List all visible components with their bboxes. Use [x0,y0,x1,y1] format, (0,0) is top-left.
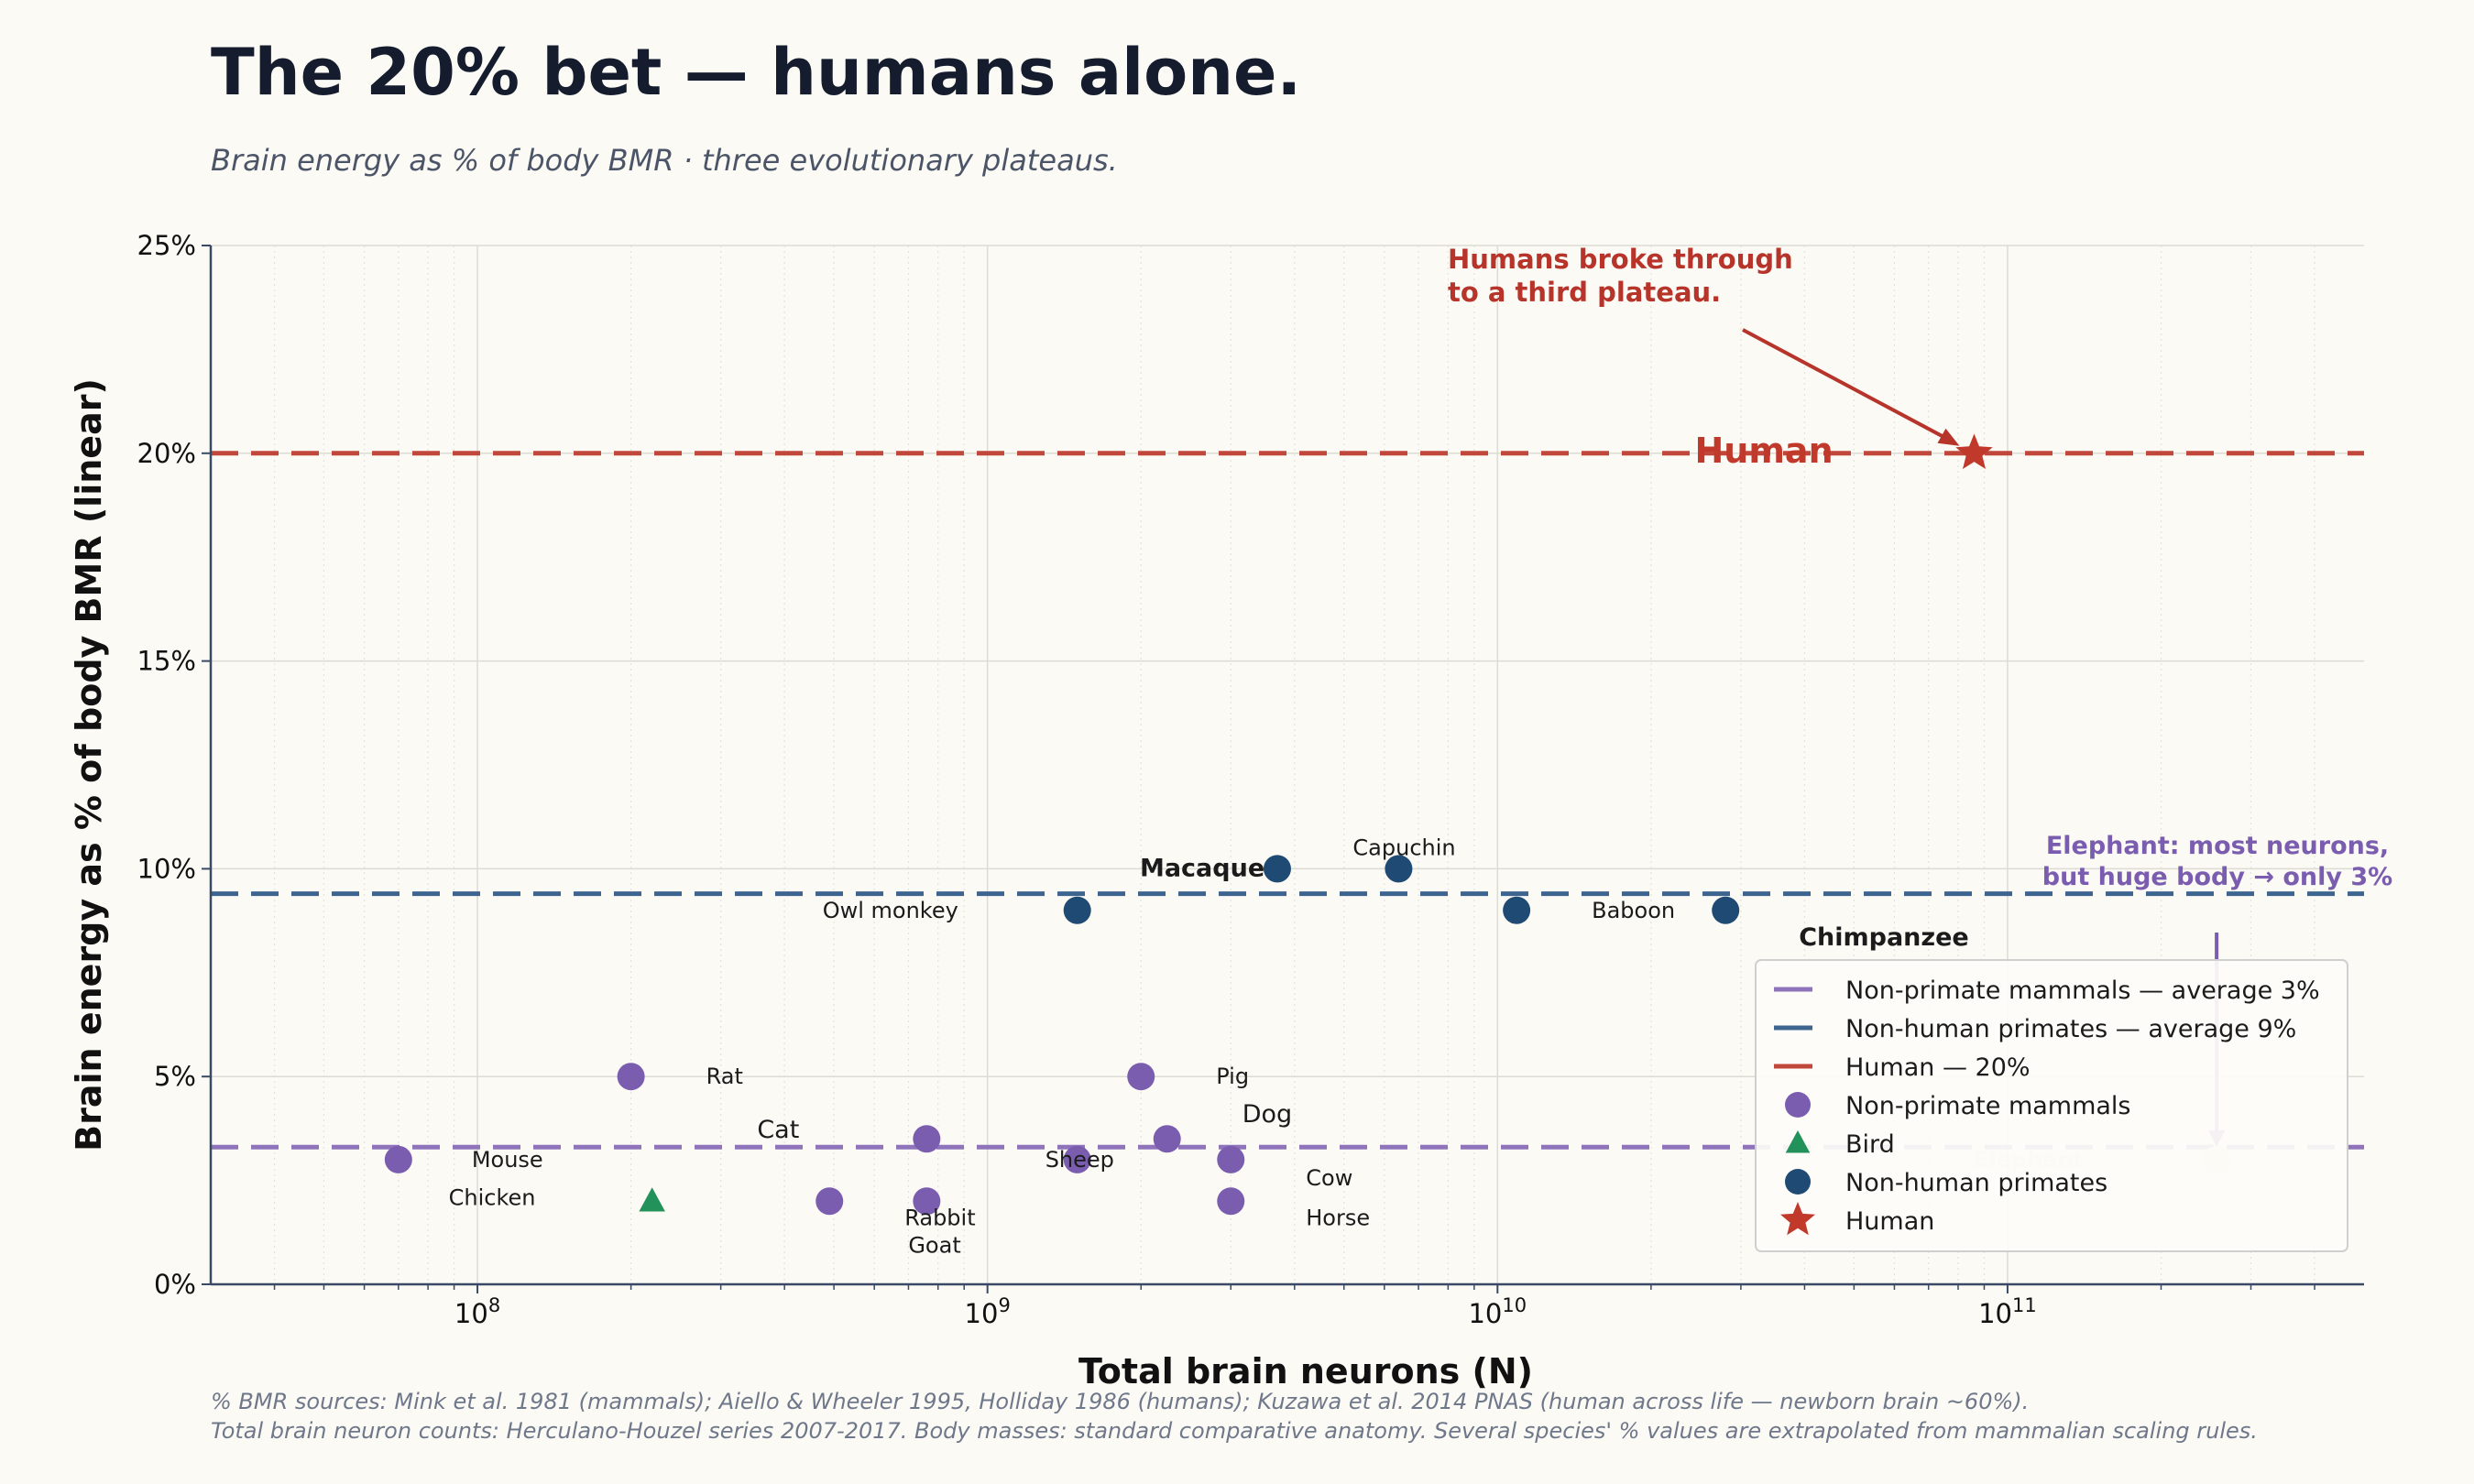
point-macaque [1263,855,1291,883]
human-annotation-arrow [1742,328,1952,442]
point-label-baboon: Baboon [1592,898,1675,923]
point-label-capuchin: Capuchin [1352,835,1455,860]
legend-box [1755,959,2348,1252]
point-horse [1217,1187,1245,1216]
y-tick-label: 5% [154,1061,196,1092]
elephant-annotation-text: Elephant: most neurons, [2046,832,2389,860]
point-label-sheep: Sheep [1045,1147,1114,1173]
point-rabbit [816,1187,844,1216]
y-axis-label: Brain energy as % of body BMR (linear) [69,378,109,1151]
y-tick-label: 20% [137,438,196,469]
legend-label-bird: Bird [1845,1130,1895,1159]
point-label-cow: Cow [1306,1165,1352,1191]
point-goat [913,1187,941,1216]
x-axis-label: Total brain neurons (N) [1078,1351,1533,1391]
point-label-pig: Pig [1216,1064,1249,1089]
human-annotation-text: Humans broke through [1448,244,1793,275]
axes: 0% 5% 10% 15% 20% 25% 108 109 1010 1011 Total brai… [69,230,2364,1391]
point-label-owl-monkey: Owl monkey [823,898,958,923]
point-chicken [639,1187,665,1212]
x-tick-label: 109 [965,1294,1011,1329]
point-mouse [384,1145,412,1173]
human-annotation-text: to a third plateau. [1448,277,1721,308]
x-tick-label: 1011 [1978,1294,2037,1329]
legend-label-non-primate-mammals-aver: Non-primate mammals — average 3% [1845,977,2320,1005]
point-baboon [1503,896,1531,924]
point-label-rat: Rat [706,1064,743,1089]
legend-label-human-20: Human — 20% [1845,1053,2031,1082]
point-label-cat: Cat [757,1116,799,1144]
chart-subtitle: Brain energy as % of body BMR · three ev… [211,143,1118,178]
point-cat [913,1125,941,1153]
elephant-annotation-text: but huge body → only 3% [2042,863,2392,891]
point-dog [1153,1125,1181,1153]
point-label-horse: Horse [1306,1205,1370,1230]
point-label-dog: Dog [1242,1100,1292,1129]
point-capuchin [1385,855,1413,883]
footnote-sources: % BMR sources: Mink et al. 1981 (mammals… [211,1389,2030,1414]
legend-label-non-primate-mammals: Non-primate mammals [1845,1092,2131,1120]
point-sheep [1063,1145,1091,1173]
legend-label-non-human-primates: Non-human primates [1845,1169,2107,1197]
legend: Non-primate mammals — average 3% Non-huma… [1755,959,2348,1252]
point-cow [1217,1145,1245,1173]
legend-swatch-non-primate-mammals [1785,1092,1811,1118]
point-label-chicken: Chicken [449,1184,536,1210]
point-label-human: Human [1694,431,1833,471]
point-owl-monkey [1063,896,1091,924]
point-label-chimpanzee: Chimpanzee [1799,923,1969,952]
y-tick-label: 15% [137,646,196,677]
x-tick-label: 108 [454,1294,500,1329]
point-human [1955,433,1993,469]
human-arrow-head [1937,428,1960,446]
point-rat [617,1063,645,1091]
y-tick-label: 10% [137,853,196,884]
y-tick-label: 25% [137,230,196,261]
x-tick-label: 1010 [1468,1294,1527,1329]
point-label-goat: Goat [908,1232,960,1258]
chart-title: The 20% bet — humans alone. [211,35,1302,110]
legend-swatch-bird [1785,1130,1811,1153]
point-pig [1127,1063,1155,1091]
legend-label-non-human-primates-avera: Non-human primates — average 9% [1845,1015,2296,1043]
point-label-macaque: Macaque [1140,854,1264,882]
footnote-neuron-counts: Total brain neuron counts: Herculano-Hou… [211,1418,2258,1444]
point-label-mouse: Mouse [472,1147,543,1173]
y-tick-label: 0% [154,1269,196,1300]
legend-swatch-human [1780,1202,1815,1236]
point-label-rabbit: Rabbit [904,1205,975,1230]
point-chimpanzee [1712,896,1740,924]
legend-label-human: Human [1845,1207,1934,1236]
legend-swatch-non-human-primates [1785,1169,1811,1195]
